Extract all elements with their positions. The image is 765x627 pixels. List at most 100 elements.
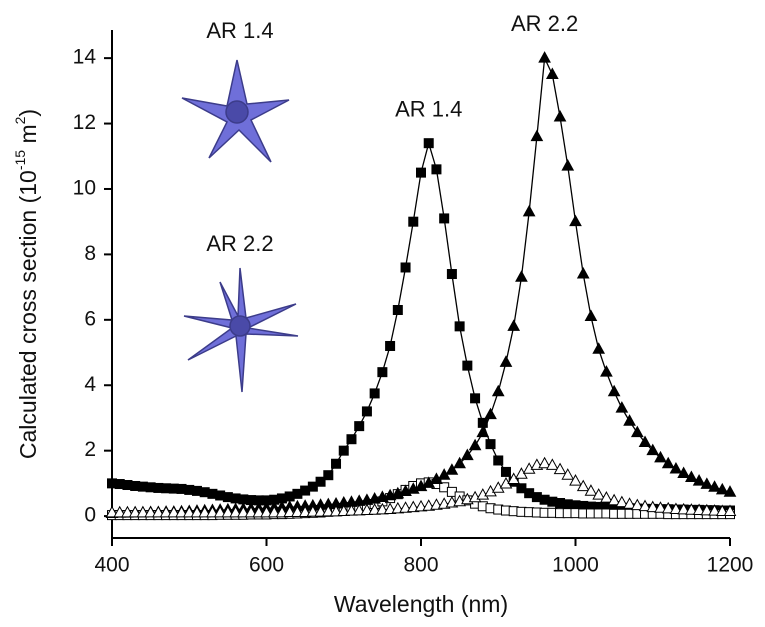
marker-triangle xyxy=(723,504,737,517)
y-tick-label: 12 xyxy=(73,111,96,134)
marker-triangle xyxy=(638,435,652,447)
marker-triangle xyxy=(252,505,266,518)
marker-square xyxy=(416,167,426,178)
marker-triangle xyxy=(538,456,551,469)
marker-triangle xyxy=(499,355,513,367)
marker-triangle xyxy=(661,501,675,514)
marker-triangle xyxy=(461,448,474,461)
marker-triangle xyxy=(476,425,490,438)
marker-triangle xyxy=(708,504,721,516)
marker-square xyxy=(439,213,450,224)
marker-triangle xyxy=(538,51,551,63)
marker-triangle xyxy=(576,479,590,492)
marker-square xyxy=(338,445,349,456)
marker-triangle xyxy=(692,503,706,516)
marker-triangle xyxy=(630,425,644,438)
marker-triangle xyxy=(167,505,181,518)
marker-triangle xyxy=(584,484,598,496)
marker-square xyxy=(462,360,473,371)
marker-triangle xyxy=(352,503,366,516)
y-axis-label-part: m xyxy=(15,124,41,150)
y-axis-label-part: Calculated cross section (10 xyxy=(15,170,41,459)
marker-triangle xyxy=(190,505,204,518)
marker-triangle xyxy=(198,505,212,518)
marker-triangle xyxy=(221,505,235,518)
marker-triangle xyxy=(661,456,675,469)
marker-triangle xyxy=(561,159,575,171)
marker-square xyxy=(354,421,365,432)
y-tick-label: 10 xyxy=(73,177,96,200)
marker-triangle xyxy=(545,458,559,470)
peak-annotation: AR 2.2 xyxy=(511,11,578,36)
x-tick-label: 600 xyxy=(249,554,284,577)
marker-triangle xyxy=(337,504,351,517)
marker-triangle xyxy=(623,497,636,509)
marker-triangle xyxy=(515,270,528,282)
y-axis-label-part: -15 xyxy=(12,150,28,170)
marker-square xyxy=(454,321,465,332)
marker-triangle xyxy=(283,505,297,517)
marker-square xyxy=(485,439,496,450)
marker-triangle xyxy=(677,466,690,479)
marker-triangle xyxy=(708,480,721,492)
marker-triangle xyxy=(569,474,582,486)
marker-triangle xyxy=(468,438,482,451)
marker-triangle xyxy=(368,503,381,515)
y-tick-label: 4 xyxy=(84,373,96,396)
marker-triangle xyxy=(306,505,320,517)
marker-triangle xyxy=(376,502,389,515)
marker-triangle xyxy=(113,505,127,518)
inset-label: AR 1.4 xyxy=(206,18,273,43)
marker-triangle xyxy=(229,505,242,518)
marker-triangle xyxy=(182,505,196,518)
series-line xyxy=(111,140,730,512)
marker-triangle xyxy=(646,500,660,513)
marker-square xyxy=(500,466,511,477)
marker-triangle xyxy=(646,443,660,456)
marker-square xyxy=(385,340,396,351)
y-axis-label: Calculated cross section (10-15 m2) xyxy=(12,109,41,459)
marker-triangle xyxy=(267,505,281,518)
marker-triangle xyxy=(144,505,157,518)
y-axis-label-part: 2 xyxy=(12,116,28,124)
marker-triangle xyxy=(321,504,335,517)
marker-square xyxy=(431,164,442,175)
peak-annotation: AR 1.4 xyxy=(395,96,462,121)
marker-triangle xyxy=(607,493,621,506)
marker-triangle xyxy=(715,504,729,517)
marker-triangle xyxy=(669,461,683,474)
marker-triangle xyxy=(677,502,690,515)
marker-square xyxy=(377,367,388,378)
marker-triangle xyxy=(623,414,636,426)
marker-triangle xyxy=(121,505,134,518)
y-tick-label: 8 xyxy=(84,242,96,265)
marker-triangle xyxy=(600,365,613,377)
marker-square xyxy=(315,476,326,487)
marker-triangle xyxy=(553,109,567,122)
marker-triangle xyxy=(314,505,327,517)
marker-square xyxy=(423,138,434,149)
marker-triangle xyxy=(213,505,227,518)
marker-square xyxy=(493,455,504,466)
marker-triangle xyxy=(445,463,459,475)
marker-triangle xyxy=(345,504,358,516)
star-core xyxy=(225,100,249,124)
marker-triangle xyxy=(530,129,544,142)
marker-triangle xyxy=(275,505,289,518)
star-illustrations xyxy=(181,59,299,393)
inset-label: AR 2.2 xyxy=(206,231,273,256)
marker-square xyxy=(446,269,457,280)
marker-square xyxy=(369,388,380,399)
marker-triangle xyxy=(700,503,714,516)
x-tick-label: 800 xyxy=(403,554,438,577)
marker-triangle xyxy=(600,491,613,503)
marker-square xyxy=(408,216,419,227)
marker-triangle xyxy=(298,505,312,517)
star-core xyxy=(229,315,251,337)
marker-triangle xyxy=(545,67,559,79)
marker-triangle xyxy=(685,470,698,482)
marker-triangle xyxy=(128,505,142,518)
marker-triangle xyxy=(615,495,629,508)
x-tick-label: 1000 xyxy=(552,554,599,577)
